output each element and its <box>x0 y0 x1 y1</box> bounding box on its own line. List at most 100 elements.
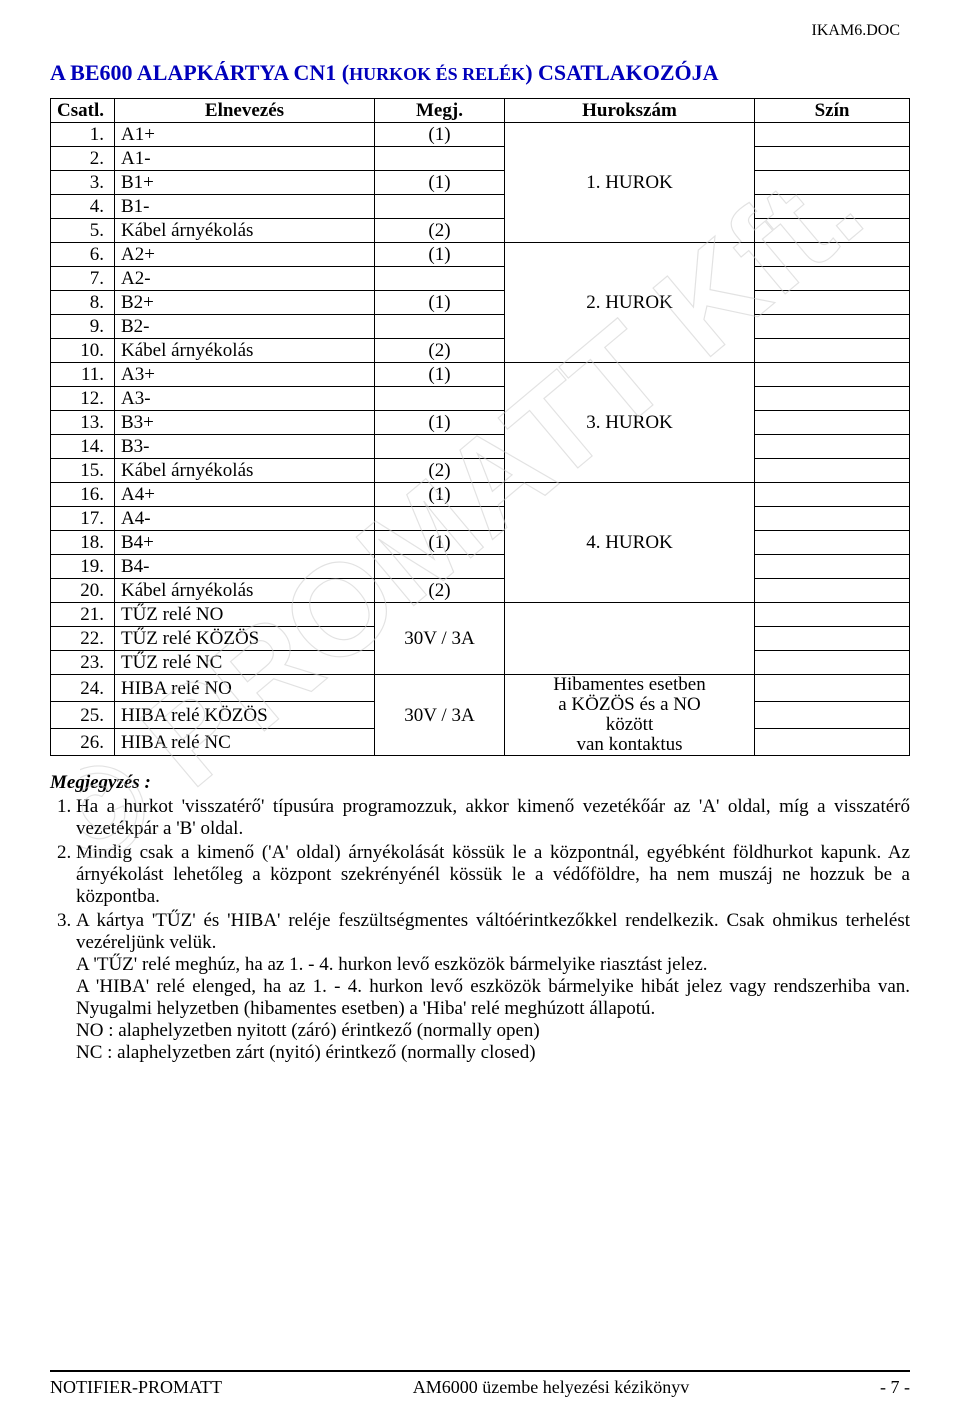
table-cell: 8. <box>51 291 115 315</box>
table-cell: A2+ <box>114 243 374 267</box>
table-row: 3.B1+(1) <box>51 171 910 195</box>
table-cell: (1) <box>374 363 504 387</box>
table-body: 1.A1+(1)1. HUROK2.A1-3.B1+(1)4.B1-5.Kábe… <box>51 123 910 756</box>
table-cell <box>504 603 754 675</box>
table-cell: HIBA relé NO <box>114 675 374 702</box>
table-cell: 1. HUROK <box>504 123 754 243</box>
table-cell: 11. <box>51 363 115 387</box>
note-item-2: Mindig csak a kimenő ('A' oldal) árnyéko… <box>76 842 910 908</box>
page-footer: NOTIFIER-PROMATT AM6000 üzembe helyezési… <box>50 1377 910 1398</box>
table-cell: 15. <box>51 459 115 483</box>
table-cell <box>754 579 909 603</box>
table-cell <box>754 171 909 195</box>
table-cell: (1) <box>374 291 504 315</box>
table-cell: B2- <box>114 315 374 339</box>
table-cell: TŰZ relé KÖZÖS <box>114 627 374 651</box>
table-cell: 4. <box>51 195 115 219</box>
table-row: 13.B3+(1) <box>51 411 910 435</box>
table-cell <box>754 243 909 267</box>
table-cell: TŰZ relé NC <box>114 651 374 675</box>
table-row: 21.TŰZ relé NO30V / 3A <box>51 603 910 627</box>
table-cell: Kábel árnyékolás <box>114 459 374 483</box>
note-3-line-c: NO : alaphelyzetben nyitott (záró) érint… <box>76 1020 910 1042</box>
note-3-line-d: NC : alaphelyzetben zárt (nyitó) érintke… <box>76 1042 910 1064</box>
table-cell <box>754 531 909 555</box>
table-cell: 21. <box>51 603 115 627</box>
table-cell <box>754 435 909 459</box>
table-cell <box>754 483 909 507</box>
table-cell <box>754 219 909 243</box>
table-cell: A3+ <box>114 363 374 387</box>
table-header-row: Csatl. Elnevezés Megj. Hurokszám Szín <box>51 99 910 123</box>
table-cell <box>754 195 909 219</box>
table-cell: 1. <box>51 123 115 147</box>
table-cell: TŰZ relé NO <box>114 603 374 627</box>
table-cell: HIBA relé NC <box>114 729 374 756</box>
table-cell <box>374 507 504 531</box>
table-row: 18.B4+(1) <box>51 531 910 555</box>
table-cell: 12. <box>51 387 115 411</box>
table-row: 16.A4+(1)4. HUROK <box>51 483 910 507</box>
table-cell <box>754 123 909 147</box>
table-cell: 4. HUROK <box>504 483 754 603</box>
table-cell: B3+ <box>114 411 374 435</box>
table-row: 12.A3- <box>51 387 910 411</box>
table-row: 9.B2- <box>51 315 910 339</box>
notes-list: Ha a hurkot 'visszatérő' típusúra progra… <box>50 796 910 1064</box>
table-cell <box>374 195 504 219</box>
title-part-small: HURKOK ÉS RELÉK <box>349 64 525 84</box>
table-cell <box>754 507 909 531</box>
table-cell <box>754 627 909 651</box>
table-cell <box>754 411 909 435</box>
table-row: 17.A4- <box>51 507 910 531</box>
col-header-csatl: Csatl. <box>51 99 115 123</box>
table-cell <box>754 147 909 171</box>
table-cell <box>754 339 909 363</box>
table-cell: 9. <box>51 315 115 339</box>
notes-heading: Megjegyzés : <box>50 772 910 794</box>
table-cell <box>754 267 909 291</box>
table-cell: B2+ <box>114 291 374 315</box>
table-cell: 26. <box>51 729 115 756</box>
table-row: 19.B4- <box>51 555 910 579</box>
table-cell <box>754 387 909 411</box>
footer-center: AM6000 üzembe helyezési kézikönyv <box>413 1377 689 1398</box>
table-cell: (1) <box>374 483 504 507</box>
table-cell: (2) <box>374 219 504 243</box>
table-cell: HIBA relé KÖZÖS <box>114 702 374 729</box>
table-cell <box>374 267 504 291</box>
note-item-1: Ha a hurkot 'visszatérő' típusúra progra… <box>76 796 910 840</box>
table-row: 5.Kábel árnyékolás(2) <box>51 219 910 243</box>
title-part-1: A BE600 ALAPKÁRTYA CN1 ( <box>50 60 349 85</box>
table-cell: (2) <box>374 579 504 603</box>
table-cell <box>754 459 909 483</box>
table-cell: 10. <box>51 339 115 363</box>
table-cell <box>374 555 504 579</box>
table-cell: 17. <box>51 507 115 531</box>
table-cell: 30V / 3A <box>374 675 504 756</box>
table-cell: Hibamentes esetbena KÖZÖS és a NOközöttv… <box>504 675 754 756</box>
table-cell: Kábel árnyékolás <box>114 579 374 603</box>
table-cell: 20. <box>51 579 115 603</box>
table-row: 2.A1- <box>51 147 910 171</box>
table-cell: B4- <box>114 555 374 579</box>
col-header-elnevezes: Elnevezés <box>114 99 374 123</box>
table-cell: (1) <box>374 123 504 147</box>
table-cell: 22. <box>51 627 115 651</box>
table-cell: 18. <box>51 531 115 555</box>
table-cell: 2. <box>51 147 115 171</box>
table-cell: 5. <box>51 219 115 243</box>
table-cell: A4- <box>114 507 374 531</box>
note-3-line-b: A 'HIBA' relé elenged, ha az 1. - 4. hur… <box>76 976 910 1020</box>
table-row: 6.A2+(1)2. HUROK <box>51 243 910 267</box>
footer-right: - 7 - <box>880 1377 910 1398</box>
table-cell: (1) <box>374 171 504 195</box>
footer-divider <box>50 1370 910 1372</box>
table-row: 20.Kábel árnyékolás(2) <box>51 579 910 603</box>
note-3-line-a: A 'TŰZ' relé meghúz, ha az 1. - 4. hurko… <box>76 954 910 976</box>
table-cell <box>754 702 909 729</box>
footer-left: NOTIFIER-PROMATT <box>50 1377 222 1398</box>
table-cell <box>374 387 504 411</box>
table-cell: A1+ <box>114 123 374 147</box>
table-cell: A3- <box>114 387 374 411</box>
